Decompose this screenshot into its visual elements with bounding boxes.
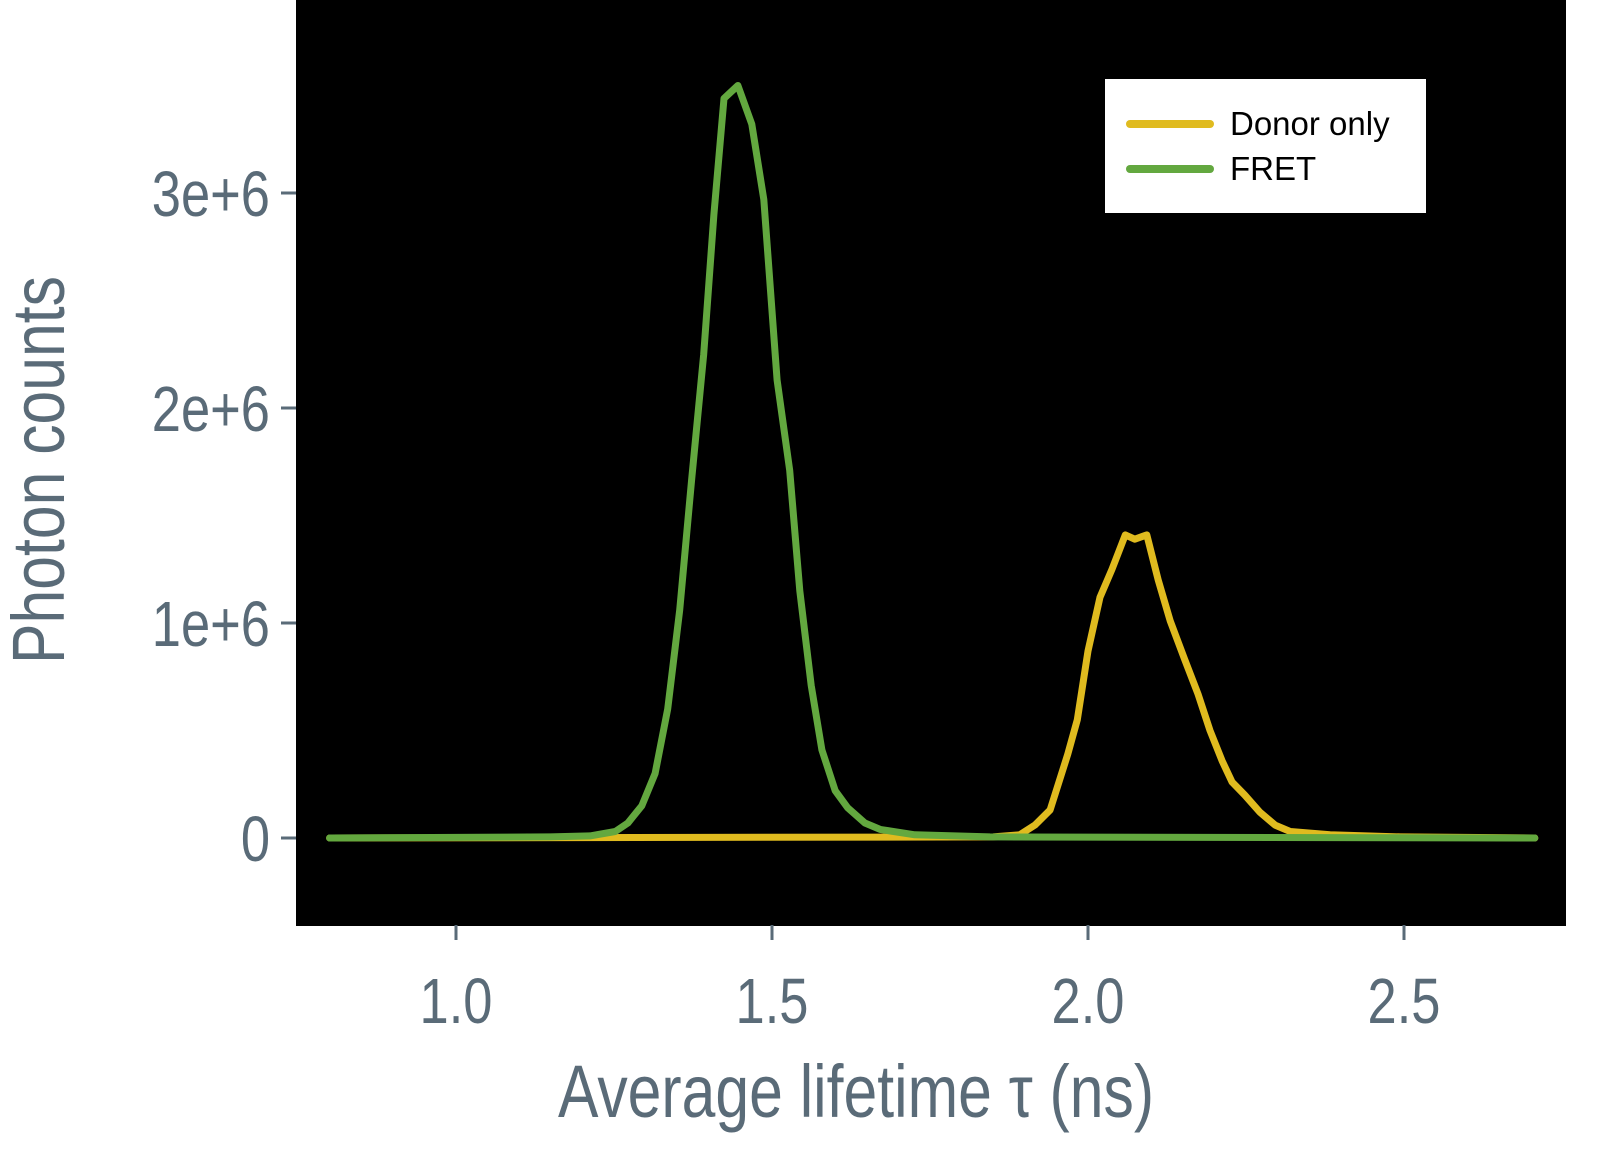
y-tick-label: 2e+6	[152, 374, 270, 445]
legend-label-donor-only: Donor only	[1230, 105, 1390, 142]
y-tick-label: 3e+6	[152, 159, 270, 230]
y-axis-label: Photon counts	[0, 276, 80, 664]
series-line-donor-only	[326, 531, 1539, 842]
x-tick-label: 1.0	[420, 966, 493, 1037]
y-tick-label: 1e+6	[152, 589, 270, 660]
x-axis-label: Average lifetime τ (ns)	[558, 1051, 1154, 1133]
series-line-fret	[326, 82, 1539, 842]
x-tick-label: 1.5	[736, 966, 809, 1037]
legend-label-fret: FRET	[1230, 150, 1316, 187]
x-tick-label: 2.5	[1368, 966, 1441, 1037]
legend-box	[1105, 79, 1426, 213]
legend: Donor only FRET	[1105, 79, 1426, 213]
x-tick-label: 2.0	[1052, 966, 1125, 1037]
y-tick-label: 0	[241, 804, 270, 875]
